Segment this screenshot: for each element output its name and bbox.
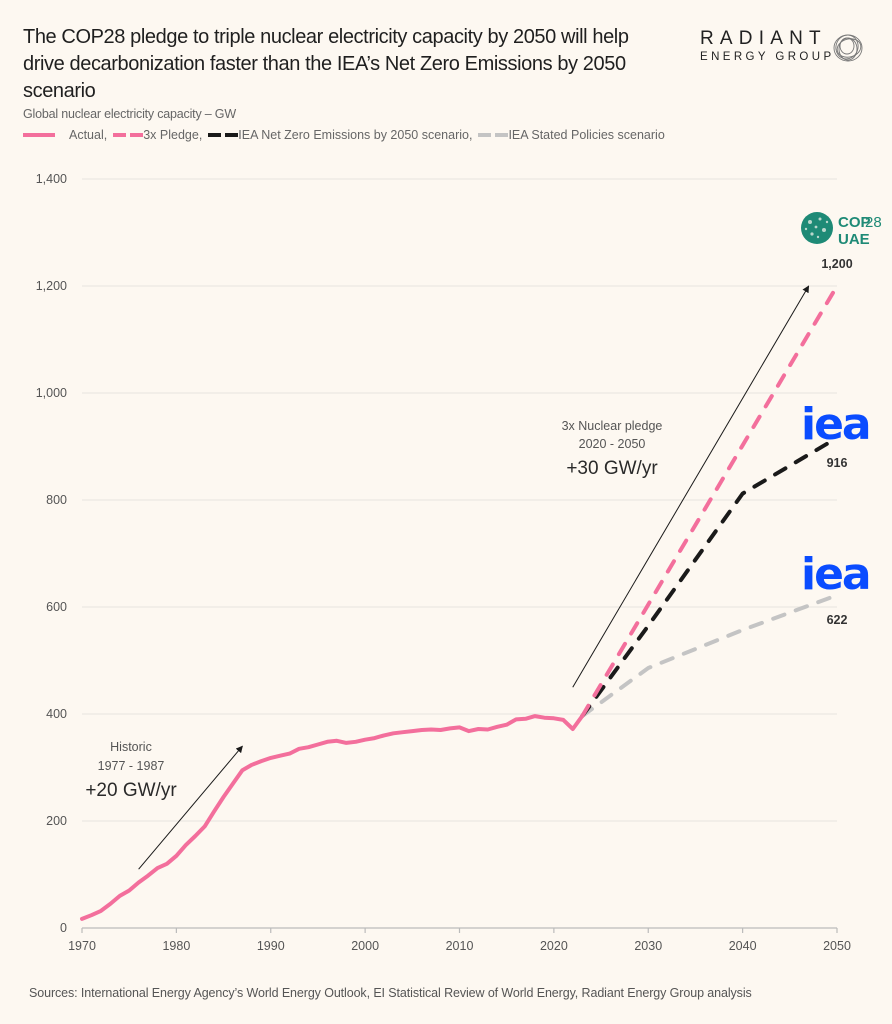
legend-swatch-nze <box>208 133 239 137</box>
series-line-actual <box>80 714 585 921</box>
pledge-annotation-line2: 2020 - 2050 <box>579 437 646 451</box>
chart-subtitle: Global nuclear electricity capacity – GW <box>23 107 236 121</box>
end-label-steps: 622 <box>827 613 848 627</box>
cop28-uae-logo: COP 28 UAE <box>801 212 882 248</box>
logo-line2: ENERGY GROUP <box>700 51 835 63</box>
y-tick-label: 1,400 <box>36 172 67 186</box>
cop28-text-cop: COP <box>838 214 871 231</box>
legend-item-steps: IEA Stated Policies scenario <box>478 128 665 142</box>
historic-annotation-line2: 1977 - 1987 <box>98 759 165 773</box>
legend-swatch-steps <box>478 133 509 137</box>
historic-arrow <box>138 745 243 870</box>
historic-annotation-line1: Historic <box>110 740 152 754</box>
cop28-globe-icon <box>801 212 833 244</box>
iea-logo-nze: iea <box>801 399 870 450</box>
series-line-iea-net-zero-emissions-by-2050-scenario <box>580 435 839 719</box>
chart-title: The COP28 pledge to triple nuclear elect… <box>23 26 629 102</box>
x-tick-label: 1990 <box>257 939 285 953</box>
legend-item-actual: Actual, <box>23 128 107 142</box>
x-tick-label: 2030 <box>634 939 662 953</box>
x-tick-label: 1970 <box>68 939 96 953</box>
x-tick-label: 2050 <box>823 939 851 953</box>
legend-swatch-pledge <box>113 133 144 137</box>
legend-label-steps: IEA Stated Policies scenario <box>508 128 665 142</box>
y-tick-label: 400 <box>46 707 67 721</box>
historic-annotation-rate: +20 GW/yr <box>85 780 177 801</box>
legend-label-actual: Actual, <box>69 128 108 142</box>
legend-label-pledge: 3x Pledge, <box>143 128 203 142</box>
y-tick-label: 200 <box>46 814 67 828</box>
iea-logo-steps: iea <box>801 549 870 600</box>
series-line-3x-pledge <box>580 284 839 719</box>
y-tick-label: 800 <box>46 493 67 507</box>
series-line-iea-stated-policies-scenario <box>580 593 839 719</box>
y-tick-label: 0 <box>60 921 67 935</box>
pledge-arrow <box>572 285 810 688</box>
end-label-pledge: 1,200 <box>821 257 852 271</box>
x-tick-label: 2000 <box>351 939 379 953</box>
x-tick-label: 2010 <box>446 939 474 953</box>
y-tick-label: 1,000 <box>36 386 67 400</box>
radiant-energy-group-logo: RADIANT ENERGY GROUP <box>700 28 863 63</box>
gridlines <box>82 178 837 822</box>
legend: Actual, 3x Pledge, IEA Net Zero Emission… <box>23 128 671 142</box>
end-label-nze: 916 <box>827 456 848 470</box>
logo-line1: RADIANT <box>700 28 827 49</box>
logo-circles-icon <box>833 34 863 62</box>
x-tick-label: 2020 <box>540 939 568 953</box>
legend-item-nze: IEA Net Zero Emissions by 2050 scenario, <box>208 128 472 142</box>
source-note: Sources: International Energy Agency’s W… <box>29 986 752 1000</box>
x-tick-label: 1980 <box>162 939 190 953</box>
annotation-arrows <box>138 285 810 870</box>
legend-label-nze: IEA Net Zero Emissions by 2050 scenario, <box>238 128 473 142</box>
y-tick-label: 1,200 <box>36 279 67 293</box>
y-tick-label: 600 <box>46 600 67 614</box>
cop28-text-uae: UAE <box>838 231 870 248</box>
pledge-annotation-rate: +30 GW/yr <box>566 458 658 479</box>
x-tick-label: 2040 <box>729 939 757 953</box>
series-lines <box>80 284 839 921</box>
legend-item-pledge: 3x Pledge, <box>113 128 202 142</box>
legend-swatch-actual <box>23 133 55 137</box>
y-axis-tick-labels: 0 200 400 600 800 1,000 1,200 1,400 <box>36 172 67 935</box>
pledge-annotation-line1: 3x Nuclear pledge <box>562 419 663 433</box>
cop28-text-28: 28 <box>865 214 882 231</box>
x-axis: 1970 1980 1990 2000 2010 2020 2030 2040 2050 <box>68 927 851 953</box>
